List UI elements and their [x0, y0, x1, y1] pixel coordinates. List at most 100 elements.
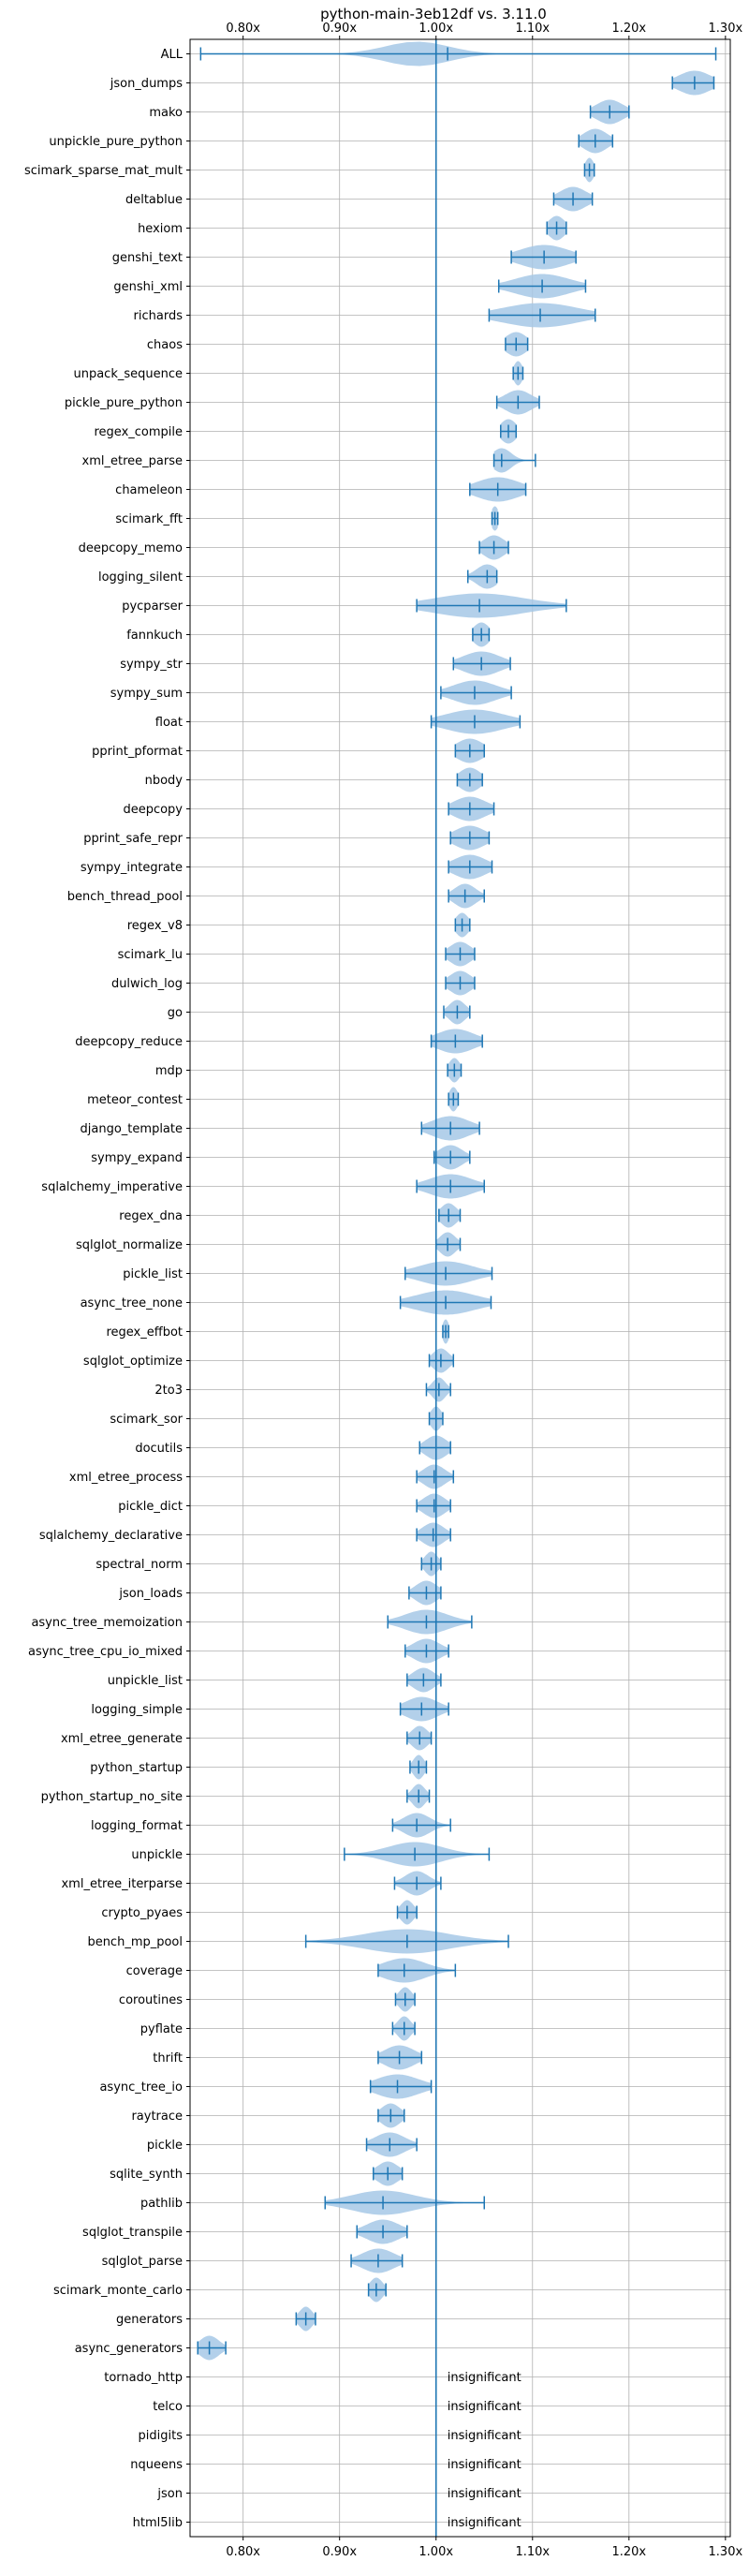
- x-tick-label-bottom: 1.10x: [515, 2545, 550, 2559]
- benchmark-label: pathlib: [140, 2197, 183, 2211]
- x-tick-label-bottom: 1.20x: [611, 2545, 646, 2559]
- insignificant-label: insignificant: [448, 2371, 521, 2385]
- benchmark-label: sqlglot_transpile: [82, 2226, 183, 2240]
- insignificant-label: insignificant: [448, 2516, 521, 2530]
- benchmark-label: xml_etree_process: [69, 1471, 183, 1485]
- benchmark-label: html5lib: [133, 2516, 183, 2530]
- benchmark-label: spectral_norm: [95, 1558, 183, 1572]
- insignificant-label: insignificant: [448, 2429, 521, 2443]
- benchmark-label: python_startup_no_site: [41, 1790, 183, 1804]
- benchmark-label: sympy_sum: [110, 687, 183, 701]
- tick-label-layer: 0.80x 0.80x 0.90x 0.90x 1.00x 1.00x 1.10x 1.10x…: [226, 22, 742, 2559]
- benchmark-label: scimark_monte_carlo: [53, 2284, 183, 2298]
- benchmark-label: deltablue: [125, 193, 183, 207]
- benchmark-label: coverage: [126, 1964, 183, 1978]
- benchmark-label: python_startup: [90, 1761, 183, 1775]
- benchmark-label: bench_thread_pool: [67, 890, 183, 904]
- benchmark-label: scimark_sparse_mat_mult: [24, 164, 183, 178]
- benchmark-label: fannkuch: [126, 629, 183, 643]
- benchmark-label: pickle_list: [123, 1267, 183, 1281]
- x-tick-label-top: 0.90x: [322, 22, 357, 36]
- benchmark-label: sqlalchemy_imperative: [41, 1180, 183, 1194]
- benchmark-label: logging_simple: [91, 1703, 183, 1717]
- benchmark-label: hexiom: [138, 222, 183, 236]
- benchmark-label: django_template: [81, 1122, 183, 1136]
- benchmark-label: scimark_sor: [110, 1413, 183, 1427]
- benchmark-label: chameleon: [115, 483, 183, 497]
- x-tick-label-top: 1.30x: [709, 22, 743, 36]
- benchmark-label: scimark_fft: [115, 512, 183, 526]
- benchmark-label: async_tree_io: [99, 2080, 183, 2095]
- x-tick-label-top: 1.10x: [515, 22, 550, 36]
- benchmark-label: unpickle: [131, 1848, 183, 1862]
- insignificant-label: insignificant: [448, 2458, 521, 2472]
- benchmark-label: xml_etree_generate: [61, 1732, 183, 1746]
- plot-frame: [189, 38, 731, 2538]
- benchmark-label: sympy_str: [120, 658, 183, 672]
- benchmark-label: mdp: [155, 1064, 183, 1078]
- chart-title: python-main-3eb12df vs. 3.11.0: [320, 6, 547, 22]
- benchmark-label: logging_format: [91, 1819, 183, 1833]
- benchmark-label: thrift: [153, 2051, 183, 2065]
- benchmark-label: genshi_xml: [113, 280, 183, 294]
- benchmark-label: pickle: [147, 2139, 183, 2153]
- benchmark-label: mako: [149, 106, 183, 120]
- x-tick-label-bottom: 0.90x: [322, 2545, 357, 2559]
- benchmark-label: pycparser: [122, 600, 183, 614]
- benchmark-label: sympy_expand: [91, 1151, 183, 1165]
- benchmark-label: pprint_pformat: [92, 745, 183, 759]
- benchmark-label: json_dumps: [110, 77, 183, 91]
- benchmark-label: scimark_lu: [118, 948, 183, 962]
- benchmark-label: async_tree_memoization: [31, 1616, 183, 1630]
- benchmark-label: tornado_http: [104, 2371, 183, 2385]
- stat-layer: insignificant insignificant insignificant i…: [197, 47, 717, 2530]
- benchmark-label: chaos: [147, 338, 183, 352]
- benchmark-label: xml_etree_iterparse: [61, 1877, 183, 1891]
- benchmark-label: async_tree_none: [81, 1296, 183, 1310]
- benchmark-label: docutils: [135, 1442, 183, 1456]
- grid-layer: [190, 39, 730, 2537]
- benchmark-label: logging_silent: [98, 570, 183, 585]
- x-tick-label-top: 0.80x: [226, 22, 260, 36]
- benchmark-label: go: [168, 1006, 183, 1020]
- benchmark-label: meteor_contest: [87, 1093, 183, 1107]
- benchmark-label: raytrace: [131, 2110, 183, 2124]
- benchmark-label: ALL: [161, 48, 184, 62]
- benchmark-label: 2to3: [154, 1384, 183, 1398]
- benchmark-label: coroutines: [119, 1993, 183, 2007]
- benchmark-label: crypto_pyaes: [101, 1906, 183, 1920]
- benchmark-label: pickle_pure_python: [65, 396, 183, 410]
- benchmark-label: regex_compile: [94, 425, 183, 439]
- benchmark-label: regex_v8: [127, 919, 183, 933]
- benchmark-label: json_loads: [118, 1587, 183, 1601]
- benchmark-label: pidigits: [139, 2429, 184, 2443]
- benchmark-label: regex_effbot: [106, 1325, 183, 1340]
- benchmark-label: async_tree_cpu_io_mixed: [28, 1645, 183, 1659]
- benchmark-label: sqlglot_optimize: [83, 1355, 183, 1369]
- benchmark-label: pickle_dict: [118, 1500, 183, 1514]
- benchmark-label: sqlalchemy_declarative: [39, 1529, 183, 1543]
- benchmark-label: nqueens: [130, 2458, 183, 2472]
- benchmark-label: unpack_sequence: [73, 367, 183, 381]
- insignificant-label: insignificant: [448, 2487, 521, 2501]
- benchmark-label: json: [156, 2487, 183, 2501]
- x-tick-label-bottom: 1.00x: [419, 2545, 453, 2559]
- benchmark-label: async_generators: [75, 2342, 184, 2356]
- benchmark-label: telco: [153, 2400, 183, 2414]
- benchmark-label: generators: [116, 2313, 183, 2327]
- insignificant-label: insignificant: [448, 2400, 521, 2414]
- x-tick-label-bottom: 1.30x: [709, 2545, 743, 2559]
- benchmark-label: unpickle_pure_python: [49, 135, 183, 149]
- benchmark-label: genshi_text: [112, 251, 183, 265]
- benchmark-label: xml_etree_parse: [82, 454, 183, 468]
- benchmark-label: deepcopy: [123, 803, 183, 817]
- benchmark-label: richards: [134, 309, 184, 323]
- benchmark-label: regex_dna: [119, 1209, 183, 1223]
- x-tick-label-top: 1.00x: [419, 22, 453, 36]
- benchmark-label: sqlite_synth: [110, 2168, 183, 2182]
- violin-layer: [198, 41, 716, 2361]
- benchmark-label: sqlglot_parse: [102, 2255, 183, 2269]
- benchmark-label: deepcopy_reduce: [75, 1035, 183, 1049]
